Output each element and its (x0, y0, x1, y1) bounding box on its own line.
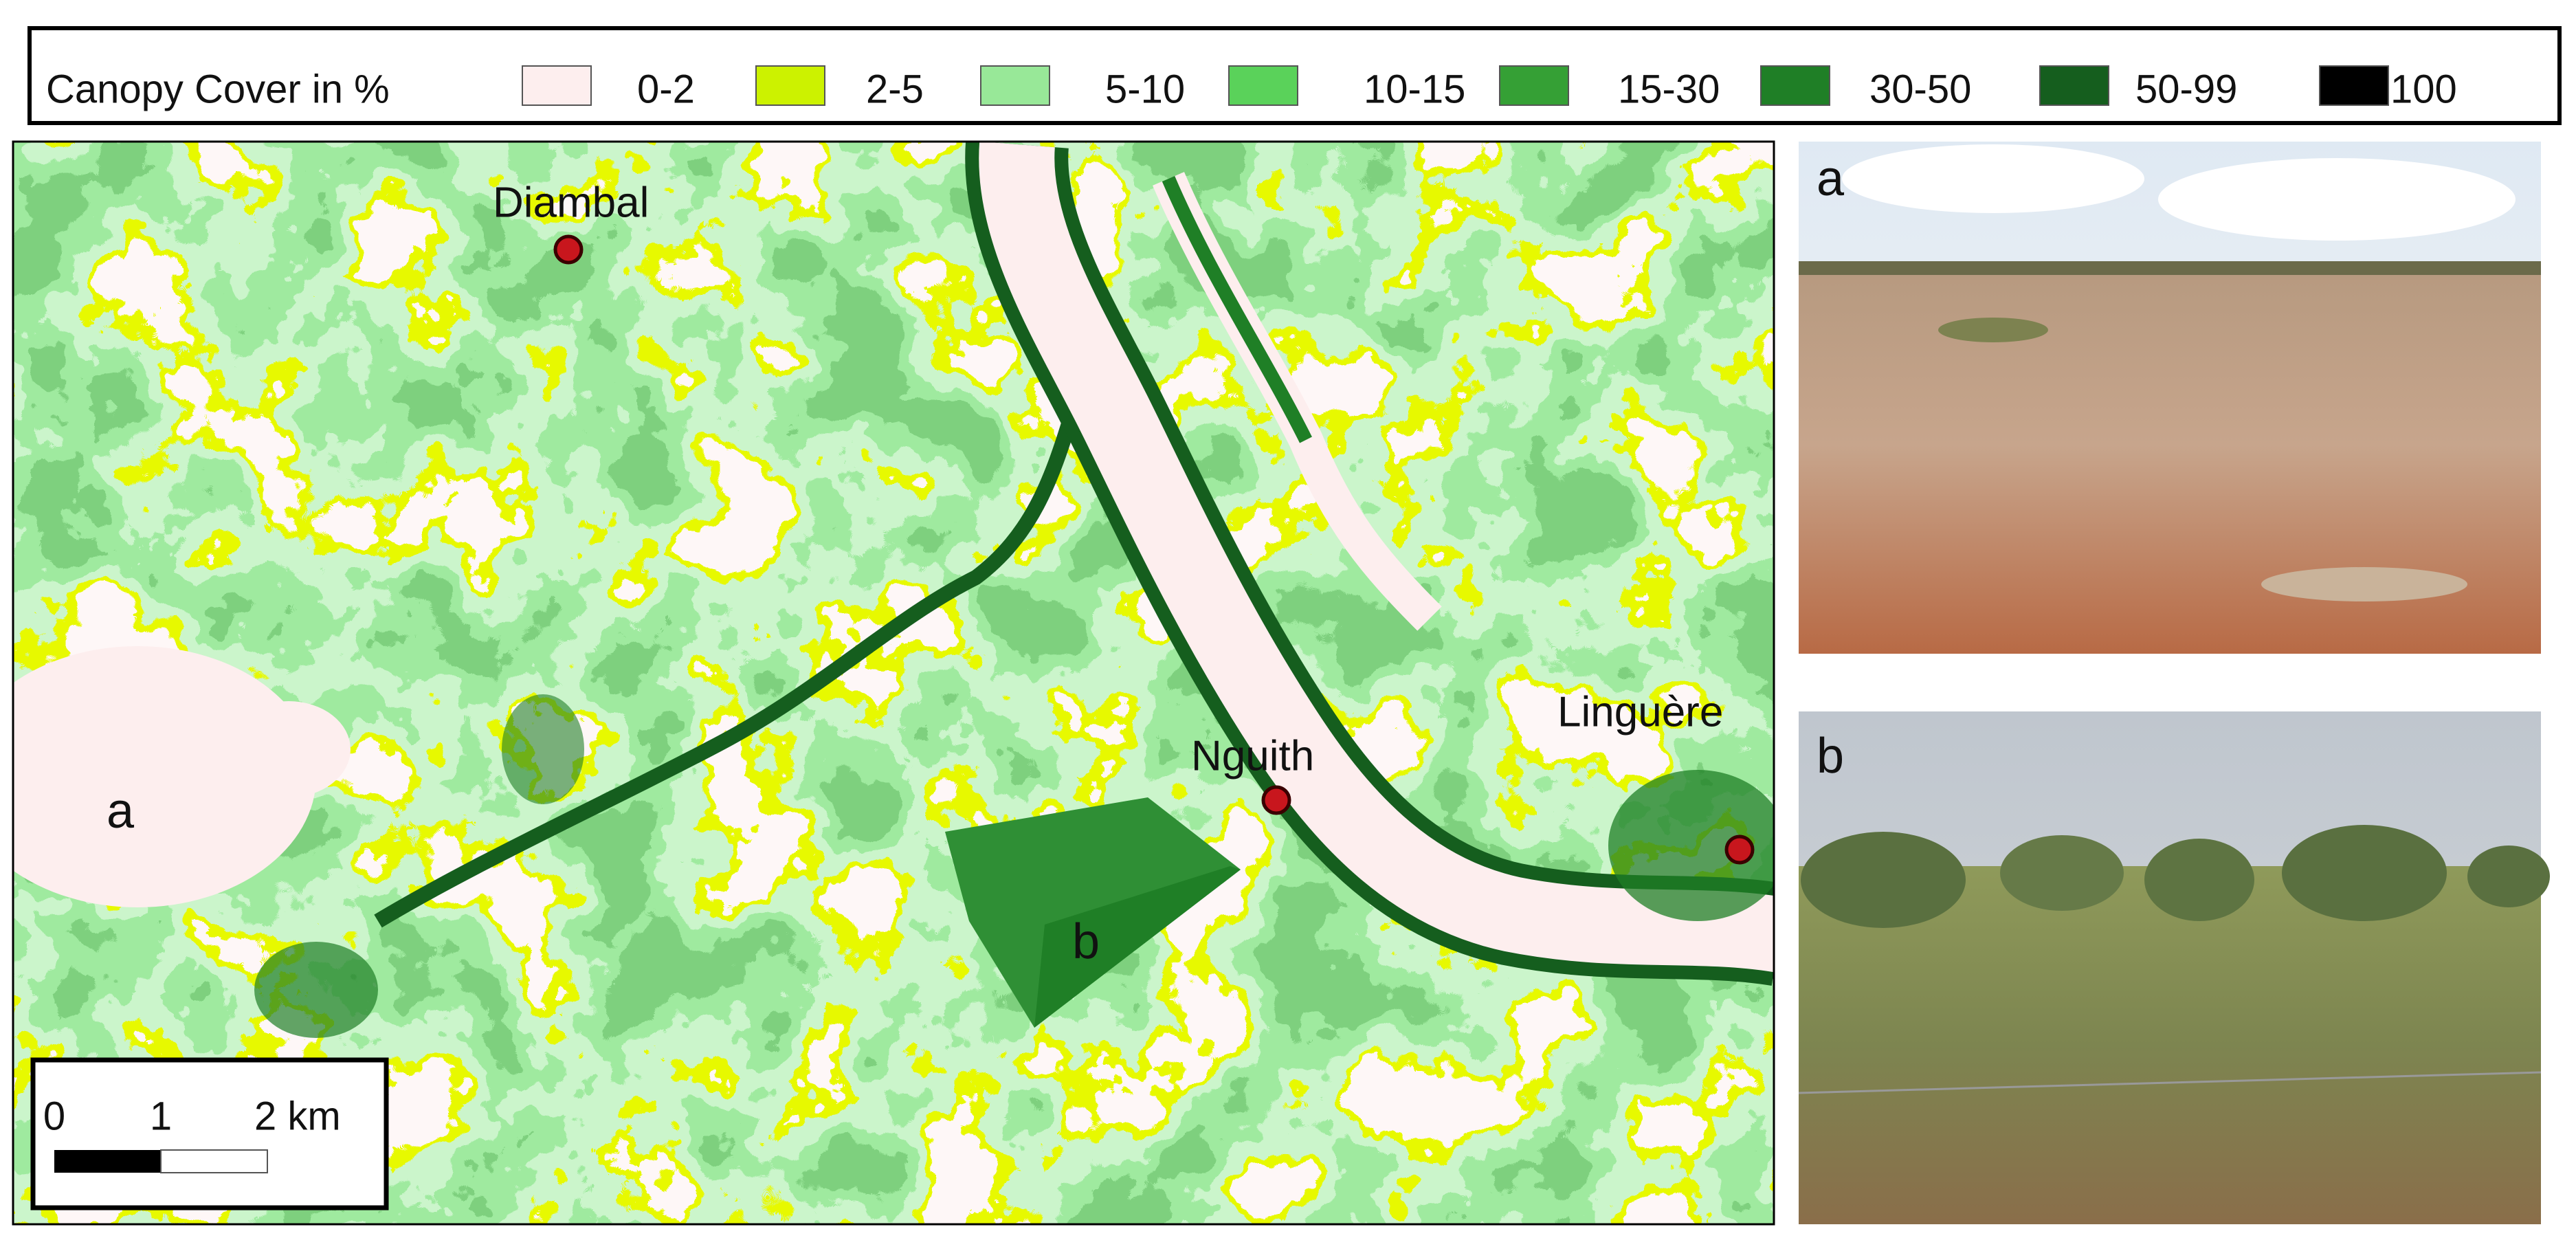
place-marker (1724, 834, 1755, 865)
legend-label: 15-30 (1618, 67, 1720, 111)
legend-label: 10-15 (1364, 67, 1465, 111)
bare-area (13, 646, 316, 907)
shrub (2144, 839, 2254, 921)
tree-line (1799, 261, 2541, 276)
legend-label: 5-10 (1105, 67, 1185, 111)
place-label: Linguère (1557, 688, 1723, 736)
scale-label: 2 km (254, 1094, 341, 1138)
town-canopy (1608, 770, 1774, 921)
shrub (2282, 825, 2447, 921)
scale-labels: 0 1 2 km (43, 1094, 341, 1138)
scale-bar-white (160, 1149, 268, 1173)
place-label: Diambal (493, 179, 649, 226)
scale-bar-box (30, 1057, 389, 1211)
cloud (2158, 158, 2516, 241)
map-frame (12, 140, 1775, 1226)
photo-label: b (1817, 729, 1844, 784)
legend-swatch (980, 65, 1050, 106)
scale-bar-black (54, 1150, 161, 1173)
field (1034, 866, 1241, 1028)
place-marker (553, 234, 584, 265)
place-marker (1261, 785, 1291, 815)
legend-items: 0-2 2-5 5-10 10-15 15-30 30-50 50-99 100 (522, 65, 2457, 111)
shrub (1801, 832, 1966, 928)
legend-swatch (755, 65, 825, 106)
map (13, 142, 1774, 1224)
legend-swatch (2039, 65, 2109, 106)
photo-labels: ab (1817, 151, 1845, 784)
bare-area (227, 701, 351, 797)
shrub (2467, 845, 2550, 907)
photo-b (1798, 711, 2550, 1224)
grass (1799, 866, 2541, 1224)
scale-label: 1 (150, 1094, 172, 1138)
canopy-patch (502, 694, 584, 804)
canopy-texture (13, 142, 1774, 1224)
map-labels: Diambal Nguith Linguère a b (107, 179, 1755, 969)
legend-label: 0-2 (637, 67, 695, 111)
bush (1938, 318, 2048, 342)
puddle (2261, 567, 2467, 601)
cloud (1842, 144, 2144, 213)
place-label: Nguith (1191, 732, 1314, 780)
legend-swatch (1499, 65, 1569, 106)
shrub (2000, 835, 2124, 911)
legend-label: 50-99 (2135, 67, 2237, 111)
legend-label: 100 (2390, 67, 2457, 111)
legend-label: 2-5 (866, 67, 924, 111)
scale-label: 0 (43, 1094, 65, 1138)
legend-swatch (522, 65, 592, 106)
river-branch (1162, 176, 1312, 443)
legend-title: Canopy Cover in % (46, 67, 390, 111)
legend-swatch (1760, 65, 1830, 106)
stream (374, 410, 1080, 928)
river (979, 142, 1774, 973)
legend-label: 30-50 (1869, 67, 1971, 111)
legend-swatch (1228, 65, 1298, 106)
area-label: a (107, 784, 135, 839)
canopy-patch (254, 942, 378, 1038)
area-label: b (1072, 914, 1100, 969)
photo-a (1799, 142, 2541, 654)
legend-swatch (2319, 65, 2389, 106)
fence-wire (1798, 1071, 2542, 1094)
photo-label: a (1817, 151, 1845, 206)
